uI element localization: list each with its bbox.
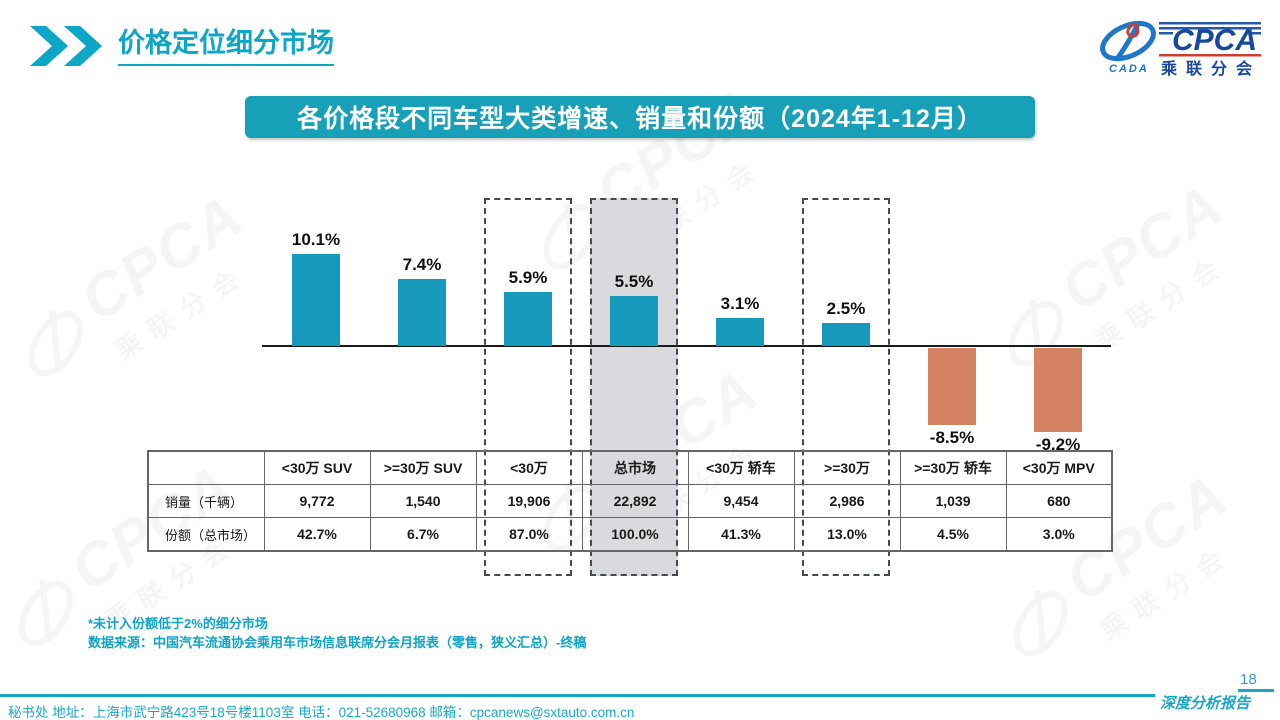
banner-title: 各价格段不同车型大类增速、销量和份额（2024年1-12月） <box>297 105 983 133</box>
bar-value-label: 3.1% <box>720 294 760 313</box>
table-col-header: >=30万 SUV <box>369 450 477 485</box>
bar-value-label: 7.4% <box>402 255 442 274</box>
bar-总市场 <box>610 296 658 346</box>
chart-banner: 各价格段不同车型大类增速、销量和份额（2024年1-12月） <box>245 96 1035 138</box>
table-cell: 2,986 <box>793 484 901 518</box>
bar->=30万 <box>822 323 870 346</box>
table-col-header: >=30万 轿车 <box>899 450 1007 485</box>
bar-value-label: -9.2% <box>1035 435 1081 454</box>
x-axis-line <box>262 345 1111 347</box>
table-cell: 3.0% <box>1005 517 1113 552</box>
double-chevron-icon <box>30 26 102 66</box>
table-cell: 19,906 <box>475 484 583 518</box>
table-col-header: <30万 轿车 <box>687 450 795 485</box>
bar-<30万 <box>504 292 552 346</box>
table-row: 销量（千辆） 9,772 1,540 19,906 22,892 9,454 2,986 1,… <box>147 484 1113 518</box>
table-cell: 22,892 <box>581 484 689 518</box>
table-row-header: 份额（总市场） <box>147 517 265 552</box>
table-row: 份额（总市场） 42.7% 6.7% 87.0% 100.0% 41.3% 13.0% 4.5… <box>147 517 1113 552</box>
table-cell: 680 <box>1005 484 1113 518</box>
svg-text:CPCA: CPCA <box>1172 24 1257 57</box>
svg-text:CADA: CADA <box>1109 63 1149 75</box>
cpca-emblem-icon: CADA <box>1100 20 1156 75</box>
table-col-header: <30万 MPV <box>1005 450 1113 485</box>
bar-<30万 SUV <box>292 254 340 346</box>
page-title: 价格定位细分市场 <box>118 27 334 66</box>
bar-value-label: 2.5% <box>826 299 866 318</box>
bar-<30万 MPV <box>1034 348 1082 432</box>
footer-divider <box>0 694 1155 697</box>
table-col-header: >=30万 <box>793 450 901 485</box>
cpca-wordmark: CPCA 乘联分会 <box>1159 22 1261 78</box>
table-cell: 1,540 <box>369 484 477 518</box>
bar-<30万 轿车 <box>716 318 764 346</box>
bar->=30万 轿车 <box>928 348 976 425</box>
highlight-box-<30万 <box>484 198 572 576</box>
report-type-label: 深度分析报告 <box>1160 694 1251 712</box>
report-dash <box>1238 689 1274 692</box>
table-cell: 42.7% <box>263 517 371 552</box>
highlight-box->=30万 <box>802 198 890 576</box>
table-cell: 13.0% <box>793 517 901 552</box>
data-table: <30万 SUV >=30万 SUV <30万 总市场 <30万 轿车 >=30万 >=30… <box>147 450 1113 552</box>
table-cell: 9,454 <box>687 484 795 518</box>
footnotes: *未计入份额低于2%的细分市场 数据来源：中国汽车流通协会乘用车市场信息联席分会… <box>88 614 586 652</box>
table-cell: 6.7% <box>369 517 477 552</box>
data-table-wrap: <30万 SUV >=30万 SUV <30万 总市场 <30万 轿车 >=30万 >=30… <box>147 450 1113 552</box>
table-cell: 41.3% <box>687 517 795 552</box>
table-row-header: 销量（千辆） <box>147 484 265 518</box>
header: 价格定位细分市场 <box>30 26 334 66</box>
svg-text:乘联分会: 乘联分会 <box>1160 59 1261 78</box>
page-number: 18 <box>1240 671 1257 688</box>
table-cell: 4.5% <box>899 517 1007 552</box>
table-cell: 9,772 <box>263 484 371 518</box>
cpca-logo: CADA CPCA 乘联分会 <box>1095 14 1267 83</box>
bar-value-label: -8.5% <box>929 428 975 447</box>
footnote-2: 数据来源：中国汽车流通协会乘用车市场信息联席分会月报表（零售，狭义汇总）-终稿 <box>88 635 587 650</box>
table-corner-cell <box>147 450 265 485</box>
table-col-header: <30万 <box>475 450 583 485</box>
bar-value-label: 5.9% <box>508 268 548 287</box>
table-cell: 87.0% <box>475 517 583 552</box>
footer-contact: 秘书处 地址：上海市武宁路423号18号楼1103室 电话：021-526809… <box>8 705 635 720</box>
table-cell: 1,039 <box>899 484 1007 518</box>
bar->=30万 SUV <box>398 279 446 346</box>
bar-value-label: 5.5% <box>614 272 654 291</box>
table-col-header: <30万 SUV <box>263 450 371 485</box>
bar-value-label: 10.1% <box>291 230 341 249</box>
table-col-header: 总市场 <box>581 450 689 485</box>
footnote-1: *未计入份额低于2%的细分市场 <box>88 616 268 631</box>
table-cell: 100.0% <box>581 517 689 552</box>
